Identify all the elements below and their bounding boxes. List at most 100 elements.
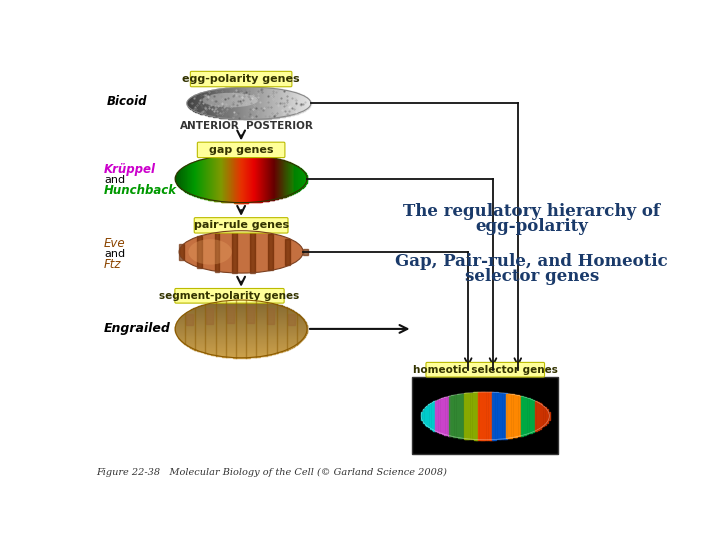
Bar bbox=[230, 88, 232, 119]
Bar bbox=[203, 159, 204, 198]
Bar bbox=[519, 396, 521, 436]
Bar bbox=[263, 87, 264, 119]
Bar bbox=[257, 156, 258, 202]
Bar bbox=[251, 155, 252, 202]
Bar bbox=[283, 160, 284, 197]
Bar bbox=[228, 88, 229, 118]
Bar bbox=[207, 303, 275, 305]
Bar bbox=[437, 400, 439, 432]
Bar bbox=[474, 393, 477, 440]
Bar bbox=[218, 156, 220, 201]
Bar bbox=[189, 346, 293, 347]
Bar bbox=[248, 155, 250, 202]
Bar bbox=[176, 326, 307, 327]
Bar bbox=[235, 155, 236, 202]
Bar bbox=[276, 159, 278, 199]
Bar bbox=[233, 87, 234, 119]
Bar bbox=[290, 91, 292, 115]
Bar bbox=[186, 166, 187, 192]
Bar bbox=[472, 393, 474, 440]
Bar bbox=[187, 165, 188, 193]
Bar bbox=[451, 395, 454, 436]
Bar bbox=[188, 345, 294, 346]
Bar bbox=[184, 342, 299, 343]
Bar bbox=[272, 89, 274, 118]
Bar bbox=[237, 155, 238, 202]
Bar bbox=[444, 397, 446, 435]
Bar bbox=[459, 394, 461, 438]
Bar bbox=[180, 339, 302, 340]
Bar bbox=[222, 89, 224, 118]
Bar bbox=[204, 305, 279, 306]
Bar bbox=[238, 155, 239, 202]
Bar bbox=[282, 90, 283, 117]
Bar bbox=[246, 155, 247, 202]
Bar bbox=[192, 347, 291, 348]
Bar bbox=[226, 300, 256, 301]
Bar bbox=[271, 158, 272, 200]
Bar bbox=[179, 338, 304, 339]
Bar bbox=[195, 95, 197, 112]
Bar bbox=[240, 87, 241, 119]
Bar bbox=[269, 157, 270, 200]
Bar bbox=[309, 100, 310, 107]
Bar bbox=[506, 394, 508, 438]
Bar bbox=[200, 93, 202, 113]
Bar bbox=[305, 173, 306, 184]
Bar bbox=[250, 231, 255, 273]
Bar bbox=[276, 89, 277, 118]
Bar bbox=[207, 91, 209, 116]
Bar bbox=[191, 163, 192, 194]
Bar bbox=[186, 312, 296, 313]
Bar bbox=[183, 342, 300, 343]
Bar bbox=[302, 95, 303, 112]
Bar bbox=[219, 156, 220, 201]
Bar bbox=[524, 397, 526, 435]
Bar bbox=[302, 170, 303, 187]
Bar bbox=[194, 308, 289, 309]
Bar bbox=[250, 155, 251, 202]
Bar bbox=[191, 97, 192, 110]
Bar bbox=[240, 155, 242, 202]
Bar bbox=[279, 89, 280, 117]
Bar bbox=[176, 323, 306, 324]
Bar bbox=[455, 395, 457, 437]
Bar bbox=[178, 336, 305, 338]
Bar bbox=[207, 91, 208, 115]
Bar bbox=[207, 158, 209, 199]
Bar bbox=[177, 322, 305, 323]
Text: Engrailed: Engrailed bbox=[104, 322, 171, 335]
Bar bbox=[243, 155, 244, 202]
Bar bbox=[177, 335, 305, 336]
Bar bbox=[202, 92, 204, 114]
Bar bbox=[186, 314, 193, 325]
Bar bbox=[215, 232, 220, 272]
Bar bbox=[294, 165, 295, 193]
Bar bbox=[247, 306, 254, 323]
FancyBboxPatch shape bbox=[175, 288, 284, 303]
Bar bbox=[266, 157, 267, 201]
Bar bbox=[178, 336, 305, 337]
Bar bbox=[176, 331, 307, 332]
Bar bbox=[191, 164, 192, 194]
Bar bbox=[433, 401, 436, 430]
Bar bbox=[225, 156, 227, 202]
Bar bbox=[248, 87, 250, 119]
Bar bbox=[270, 88, 271, 118]
Bar bbox=[199, 93, 201, 113]
Bar bbox=[197, 349, 285, 350]
Bar bbox=[292, 164, 294, 193]
Text: Krüppel: Krüppel bbox=[104, 163, 156, 176]
Bar bbox=[179, 337, 304, 338]
Bar bbox=[274, 89, 276, 118]
Bar bbox=[284, 161, 285, 197]
Bar bbox=[517, 395, 519, 436]
Bar bbox=[242, 87, 243, 119]
Bar bbox=[256, 87, 257, 119]
Bar bbox=[211, 302, 271, 303]
Bar bbox=[215, 90, 217, 117]
FancyBboxPatch shape bbox=[197, 142, 285, 158]
Bar bbox=[209, 303, 273, 304]
Bar bbox=[219, 89, 220, 118]
Bar bbox=[184, 314, 299, 315]
